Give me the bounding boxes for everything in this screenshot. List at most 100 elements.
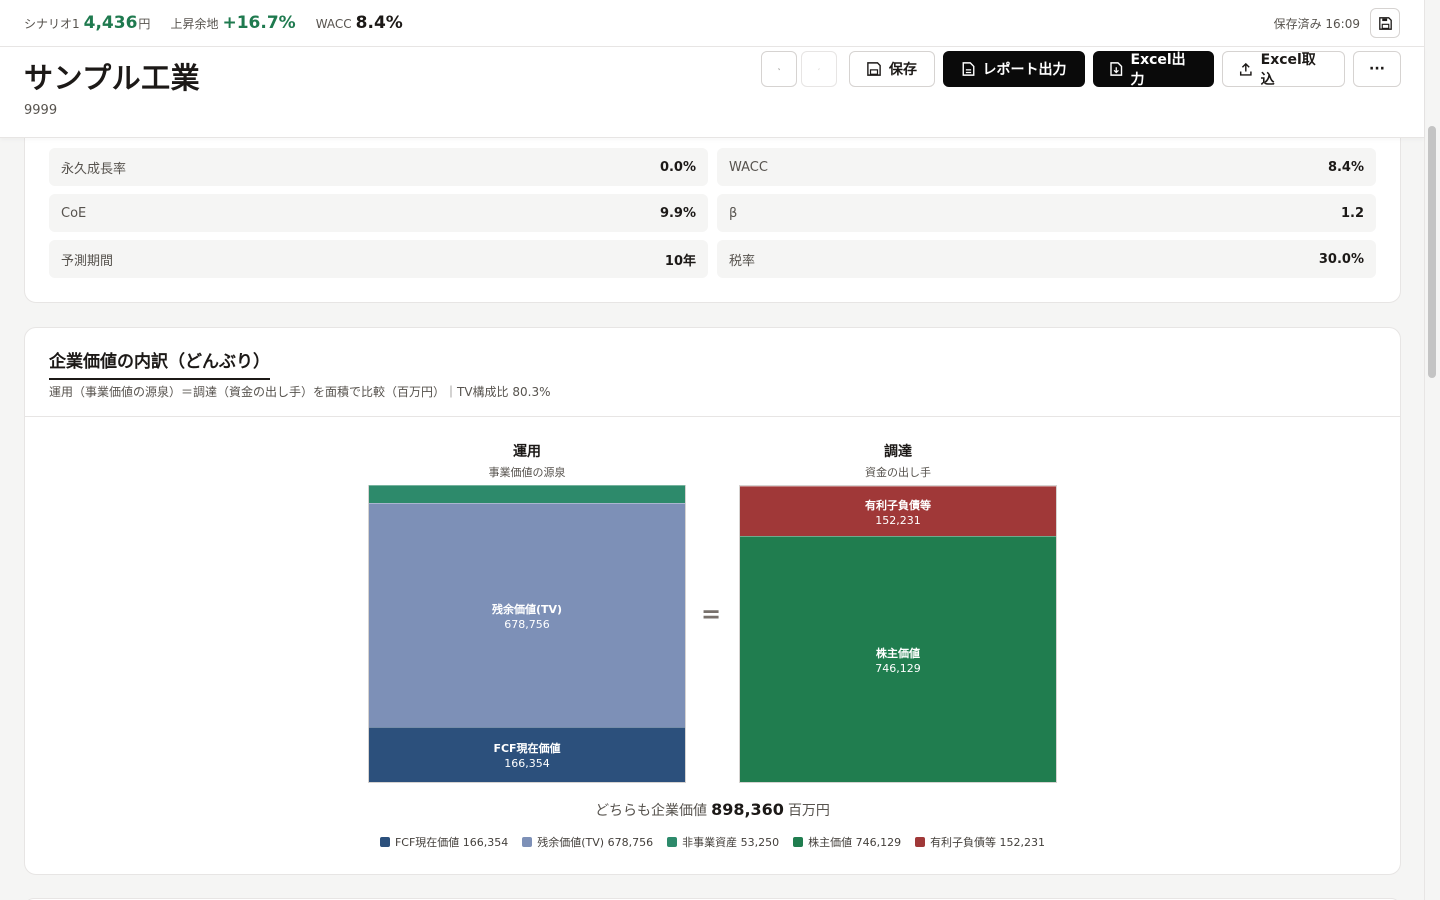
quick-save-button[interactable] xyxy=(1370,8,1400,38)
param-label: 税率 xyxy=(729,253,756,269)
more-icon: ··· xyxy=(1369,61,1385,77)
floppy-disk-icon xyxy=(1378,16,1392,30)
segment-value: 166,354 xyxy=(504,757,550,770)
file-download-icon xyxy=(1110,62,1123,76)
undo-button[interactable] xyxy=(761,51,797,87)
assets-column-header: 運用 事業価値の源泉 xyxy=(368,441,686,480)
upside-metric: 上昇余地 +16.7% xyxy=(170,13,295,33)
legend-swatch xyxy=(915,837,926,847)
excel-export-button[interactable]: Excel出力 xyxy=(1093,51,1214,88)
scenario-price: シナリオ1 4,436 円 xyxy=(24,13,150,33)
parameter-row: CoE 9.9% β 1.2 xyxy=(49,194,1377,232)
excel-import-button[interactable]: Excel取込 xyxy=(1222,51,1345,88)
assets-subheading: 事業価値の源泉 xyxy=(488,466,566,479)
scenario-label: シナリオ1 xyxy=(24,17,80,31)
wacc-metric: WACC 8.4% xyxy=(316,13,403,33)
funding-heading: 調達 xyxy=(884,444,912,460)
bar-segment: 残余価値(TV) 678,756 xyxy=(369,503,685,727)
param-beta: β 1.2 xyxy=(717,194,1376,232)
param-label: 予測期間 xyxy=(61,253,114,269)
segment-label: 株主価値 xyxy=(876,646,920,660)
param-wacc: WACC 8.4% xyxy=(717,148,1376,186)
legend-item: 非事業資産 53,250 xyxy=(667,834,779,850)
redo-icon xyxy=(818,68,820,70)
section-subtitle: 運用（事業価値の源泉）＝調達（資金の出し手）を面積で比較（百万円）｜TV構成比 … xyxy=(49,385,551,399)
chart-legend: FCF現在価値 166,354 残余価値(TV) 678,756 非事業資産 53,… xyxy=(25,834,1400,850)
bar-segment: 有利子負債等 152,231 xyxy=(740,486,1056,536)
scenario-value: 4,436 xyxy=(83,13,138,33)
legend-label: 非事業資産 53,250 xyxy=(682,836,780,849)
param-tax-rate: 税率 30.0% xyxy=(717,240,1376,278)
redo-button[interactable] xyxy=(801,51,837,87)
total-value: 898,360 xyxy=(711,800,784,819)
segment-value: 746,129 xyxy=(875,661,921,675)
assets-heading: 運用 xyxy=(513,444,541,460)
equals-sign: = xyxy=(701,600,722,628)
legend-swatch xyxy=(379,837,390,847)
segment-value: 152,231 xyxy=(875,513,921,527)
save-button[interactable]: 保存 xyxy=(849,51,935,87)
undo-icon xyxy=(778,68,780,70)
param-label: 永久成長率 xyxy=(61,161,127,177)
funding-stacked-bar: 株主価値 746,129 有利子負債等 152,231 xyxy=(739,485,1057,783)
param-coe: CoE 9.9% xyxy=(49,194,708,232)
segment-value: 678,756 xyxy=(504,617,550,631)
company-name: サンプル工業 xyxy=(24,61,201,95)
param-forecast-period: 予測期間 10年 xyxy=(49,240,708,278)
report-export-button[interactable]: レポート出力 xyxy=(943,51,1085,87)
report-export-label: レポート出力 xyxy=(982,62,1067,78)
total-unit: 百万円 xyxy=(787,803,830,819)
segment-label: 残余価値(TV) xyxy=(491,602,563,616)
scrollbar-thumb[interactable] xyxy=(1428,126,1436,378)
legend-label: 有利子負債等 152,231 xyxy=(930,836,1046,849)
param-value: 9.9% xyxy=(659,205,696,221)
legend-item: FCF現在価値 166,354 xyxy=(379,834,509,850)
parameter-grid: 永久成長率 0.0% WACC 8.4% CoE 9.9% β 1.2 予測期間… xyxy=(49,148,1377,286)
legend-label: 株主価値 746,129 xyxy=(808,836,902,849)
legend-item: 株主価値 746,129 xyxy=(793,834,901,850)
ev-breakdown-card: 企業価値の内訳（どんぶり） 運用（事業価値の源泉）＝調達（資金の出し手）を面積で… xyxy=(24,327,1401,875)
param-value: 30.0% xyxy=(1318,251,1364,267)
scenario-unit: 円 xyxy=(138,17,151,31)
param-value: 0.0% xyxy=(659,159,696,175)
parameter-row: 予測期間 10年 税率 30.0% xyxy=(49,240,1377,278)
legend-item: 有利子負債等 152,231 xyxy=(915,834,1045,850)
upside-value: +16.7% xyxy=(222,13,296,33)
wacc-value: 8.4% xyxy=(355,13,403,33)
legend-swatch xyxy=(522,837,533,847)
legend-swatch xyxy=(793,837,804,847)
section-divider xyxy=(25,416,1400,417)
bar-segment: 株主価値 746,129 xyxy=(740,536,1056,782)
funding-subheading: 資金の出し手 xyxy=(865,466,931,479)
legend-swatch xyxy=(667,837,678,847)
legend-label: 残余価値(TV) 678,756 xyxy=(537,836,654,849)
wacc-label: WACC xyxy=(315,17,352,31)
total-enterprise-value: どちらも企業価値 898,360 百万円 xyxy=(25,800,1400,820)
saved-text: 保存済み 16:09 xyxy=(1273,16,1360,31)
upload-icon xyxy=(1239,62,1252,76)
ticker-code: 9999 xyxy=(24,103,58,118)
bar-segment: FCF現在価値 166,354 xyxy=(369,727,685,782)
param-value: 8.4% xyxy=(1327,159,1364,175)
bar-segment xyxy=(369,485,685,503)
action-toolbar: 保存 レポート出力 Excel出力 Excel取込 ··· xyxy=(761,51,1401,88)
assets-stacked-bar: FCF現在価値 166,354 残余価値(TV) 678,756 xyxy=(368,485,686,783)
param-label: CoE xyxy=(61,205,87,221)
segment-label: FCF現在価値 xyxy=(493,742,561,755)
param-growth-rate: 永久成長率 0.0% xyxy=(49,148,708,186)
param-value: 10年 xyxy=(664,253,696,269)
legend-label: FCF現在価値 166,354 xyxy=(394,836,509,849)
save-button-label: 保存 xyxy=(889,62,917,78)
section-title: 企業価値の内訳（どんぶり） xyxy=(49,347,270,380)
more-menu-button[interactable]: ··· xyxy=(1353,51,1401,87)
status-bar: シナリオ1 4,436 円 上昇余地 +16.7% WACC 8.4% 保存済み… xyxy=(0,0,1424,47)
document-icon xyxy=(962,62,974,76)
legend-item: 残余価値(TV) 678,756 xyxy=(522,834,653,850)
scrollbar[interactable] xyxy=(1424,0,1440,900)
upside-label: 上昇余地 xyxy=(170,17,219,31)
floppy-disk-icon xyxy=(867,62,881,76)
total-prefix: どちらも企業価値 xyxy=(595,803,708,819)
segment-label: 有利子負債等 xyxy=(865,498,931,512)
save-status: 保存済み 16:09 xyxy=(1274,8,1400,38)
param-label: WACC xyxy=(729,159,768,175)
